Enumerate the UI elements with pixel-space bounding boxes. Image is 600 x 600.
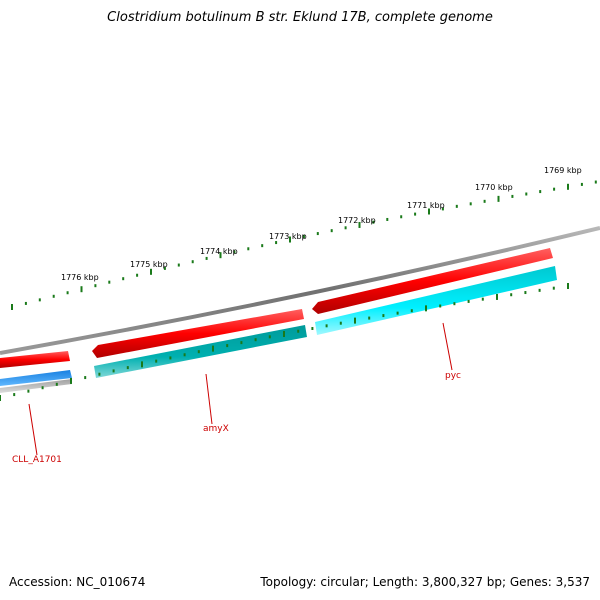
outer-scale-ticks bbox=[11, 180, 597, 310]
gene-amyX-reverse bbox=[94, 325, 307, 378]
genome-title: Clostridium botulinum B str. Eklund 17B,… bbox=[107, 10, 493, 25]
accession-label: Accession: NC_010674 bbox=[9, 575, 146, 589]
leader-CLL_A1701 bbox=[28, 403, 38, 456]
scale-label-1776: 1776 kbp bbox=[61, 273, 99, 282]
scale-label-1770: 1770 kbp bbox=[475, 183, 513, 192]
scale-label-1769: 1769 kbp bbox=[544, 166, 582, 175]
gene-label-CLL_A1701[interactable]: CLL_A1701 bbox=[12, 455, 62, 465]
gene-CLL_A1701-forward bbox=[0, 351, 70, 368]
gene-amyX-forward bbox=[92, 309, 304, 358]
scale-label-1771: 1771 kbp bbox=[407, 201, 445, 210]
gene-CLL_A1701-reverse-blue bbox=[0, 370, 72, 386]
gene-CLL_A1701-reverse-gray bbox=[0, 379, 72, 393]
genome-backbone bbox=[0, 226, 600, 355]
gene-label-pyc[interactable]: pyc bbox=[445, 371, 461, 381]
leader-pyc bbox=[442, 322, 453, 371]
scale-label-1773: 1773 kbp bbox=[269, 232, 307, 241]
scale-label-1775: 1775 kbp bbox=[130, 260, 168, 269]
scale-label-1772: 1772 kbp bbox=[338, 216, 376, 225]
gene-pyc-forward bbox=[312, 248, 553, 314]
gene-label-amyX[interactable]: amyX bbox=[203, 424, 229, 434]
leader-amyX bbox=[205, 373, 213, 425]
inner-scale-ticks bbox=[0, 283, 569, 401]
genome-summary: Topology: circular; Length: 3,800,327 bp… bbox=[260, 575, 590, 589]
scale-label-1774: 1774 kbp bbox=[200, 247, 238, 256]
gene-pyc-reverse bbox=[315, 266, 557, 335]
